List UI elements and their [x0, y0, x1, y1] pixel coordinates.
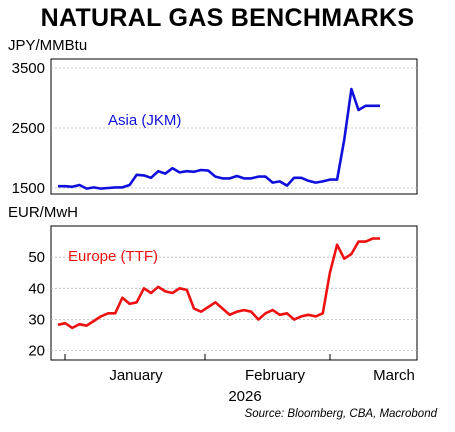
x-label-march: March [373, 367, 415, 384]
europe-y-tick-label: 20 [28, 343, 45, 360]
asia-plot-frame [50, 58, 418, 195]
europe-unit-label: EUR/MwH [8, 204, 78, 221]
asia-jkm-series-label: Asia (JKM) [108, 112, 181, 129]
europe-ttf-series-line [57, 237, 380, 330]
europe-y-tick-label: 50 [28, 249, 45, 266]
europe-y-ticks: 20 30 40 50 [28, 249, 45, 359]
x-label-year: 2026 [228, 388, 261, 405]
asia-y-tick-label: 2500 [12, 120, 45, 137]
x-label-january: January [109, 367, 163, 384]
asia-gridlines [51, 67, 417, 189]
chart-title: NATURAL GAS BENCHMARKS [40, 4, 415, 32]
europe-y-tick-label: 30 [28, 311, 45, 328]
europe-y-tick-label: 40 [28, 280, 45, 297]
x-label-february: February [245, 367, 306, 384]
europe-gridlines [51, 256, 417, 352]
asia-y-tick-label: 3500 [12, 60, 45, 77]
asia-jkm-series-line [58, 87, 380, 190]
asia-unit-label: JPY/MMBtu [8, 37, 88, 54]
europe-ttf-series-label: Europe (TTF) [68, 248, 158, 265]
europe-plot-frame [50, 225, 418, 361]
asia-y-ticks: 1500 2500 3500 [12, 60, 45, 197]
source-note: Source: Bloomberg, CBA, Macrobond [244, 408, 437, 420]
asia-y-tick-label: 1500 [12, 180, 45, 197]
